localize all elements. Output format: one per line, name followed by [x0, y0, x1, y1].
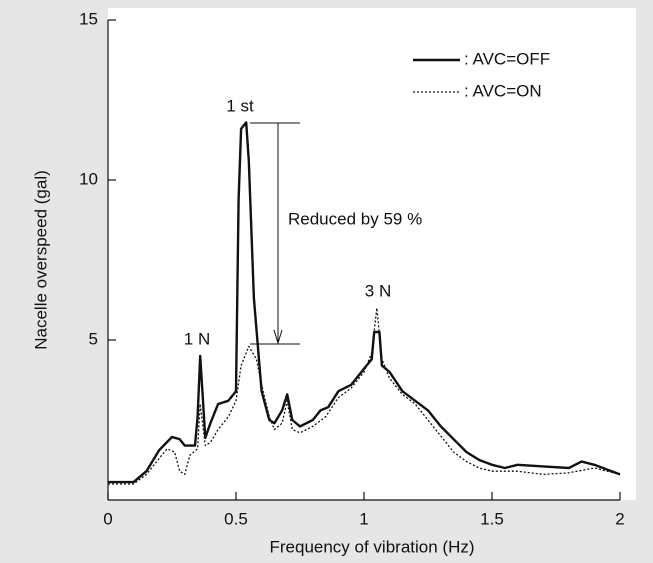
- x-tick-label: 0.5: [224, 509, 248, 528]
- x-tick-label: 0: [103, 509, 112, 528]
- y-axis-label: Nacelle overspeed (gal): [31, 170, 50, 350]
- line-series: [108, 307, 621, 485]
- arrow-head: [273, 329, 283, 345]
- x-tick-label: 1.5: [480, 509, 504, 528]
- annotation: 1 st: [226, 96, 254, 115]
- legend-label: : AVC=OFF: [464, 49, 550, 68]
- y-tick-label: 5: [89, 329, 98, 348]
- legend-label: : AVC=ON: [464, 81, 542, 100]
- line-series: [108, 121, 621, 484]
- x-tick-label: 1: [359, 509, 368, 528]
- annotation: 1 N: [184, 329, 210, 348]
- x-axis-label: Frequency of vibration (Hz): [269, 537, 474, 556]
- annotation: 3 N: [365, 281, 391, 300]
- y-tick-label: 15: [79, 9, 98, 28]
- annotation: Reduced by 59 %: [288, 209, 422, 228]
- plot-area: [108, 8, 636, 500]
- y-tick-label: 10: [79, 169, 98, 188]
- x-tick-label: 2: [615, 509, 624, 528]
